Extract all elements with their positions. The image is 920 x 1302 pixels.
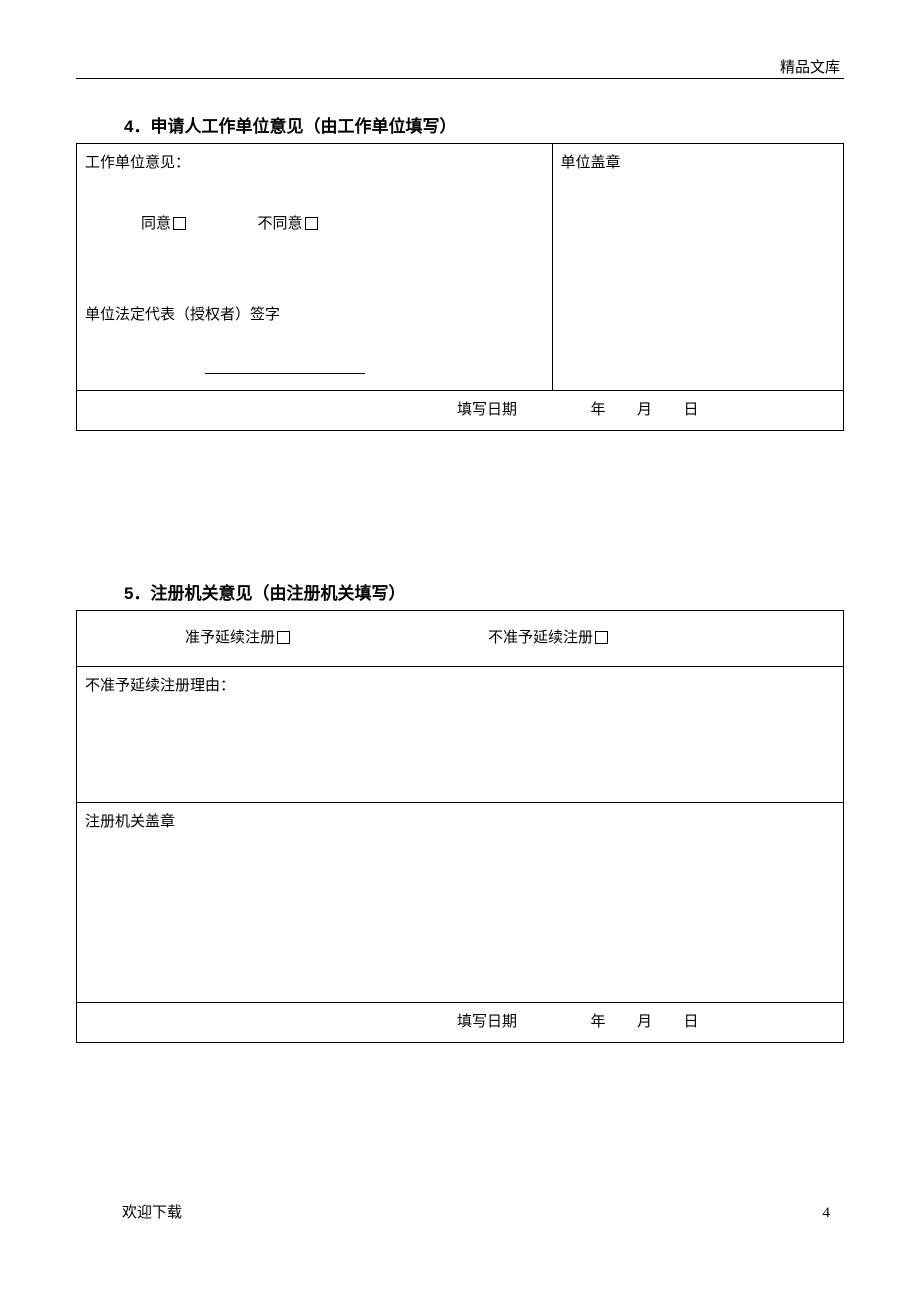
header-watermark: 精品文库	[780, 56, 840, 77]
reject-checkbox[interactable]	[595, 631, 608, 644]
signature-label: 单位法定代表（授权者）签字	[85, 307, 280, 323]
approve-label: 准予延续注册	[185, 630, 275, 646]
section4-opinion-cell: 工作单位意见： 同意 不同意 单位法定代表（授权者）签字	[77, 144, 553, 391]
section4-table: 工作单位意见： 同意 不同意 单位法定代表（授权者）签字 单位盖章	[76, 143, 844, 431]
reason-label: 不准予延续注册理由：	[85, 673, 835, 700]
footer-page-number: 4	[823, 1205, 831, 1222]
disagree-checkbox[interactable]	[305, 217, 318, 230]
section5-table: 准予延续注册 不准予延续注册 不准予延续注册理由： 注册机关盖章	[76, 610, 844, 1043]
reject-label: 不准予延续注册	[488, 630, 593, 646]
section5-date-cell: 填写日期 年 月 日	[77, 1003, 844, 1043]
approve-checkbox[interactable]	[277, 631, 290, 644]
date5-month: 月	[637, 1009, 652, 1036]
section5-seal-cell: 注册机关盖章	[77, 803, 844, 1003]
date-label: 填写日期	[457, 397, 517, 424]
date-year: 年	[591, 397, 606, 424]
seal-label: 单位盖章	[561, 150, 835, 177]
date5-day: 日	[684, 1009, 699, 1036]
agree-checkbox[interactable]	[173, 217, 186, 230]
header-rule	[76, 78, 844, 79]
section5-title: 5．注册机关意见（由注册机关填写）	[124, 579, 844, 604]
reg-seal-label: 注册机关盖章	[85, 809, 835, 836]
section4-date-cell: 填写日期 年 月 日	[77, 391, 844, 431]
disagree-label: 不同意	[258, 216, 303, 232]
section5-reject-cell: 不准予延续注册	[460, 611, 844, 667]
page-content: 4．申请人工作单位意见（由工作单位填写） 工作单位意见： 同意 不同意 单位法定…	[76, 112, 844, 1043]
date-month: 月	[637, 397, 652, 424]
agree-label: 同意	[141, 216, 171, 232]
date5-year: 年	[591, 1009, 606, 1036]
date5-label: 填写日期	[457, 1009, 517, 1036]
signature-line[interactable]	[205, 373, 365, 374]
footer-left: 欢迎下载	[122, 1201, 182, 1222]
date-day: 日	[684, 397, 699, 424]
opinion-label: 工作单位意见：	[85, 150, 544, 177]
section4-seal-cell: 单位盖章	[552, 144, 843, 391]
section5-reason-cell: 不准予延续注册理由：	[77, 667, 844, 803]
section4-title: 4．申请人工作单位意见（由工作单位填写）	[124, 112, 844, 137]
section5-approve-cell: 准予延续注册	[77, 611, 461, 667]
